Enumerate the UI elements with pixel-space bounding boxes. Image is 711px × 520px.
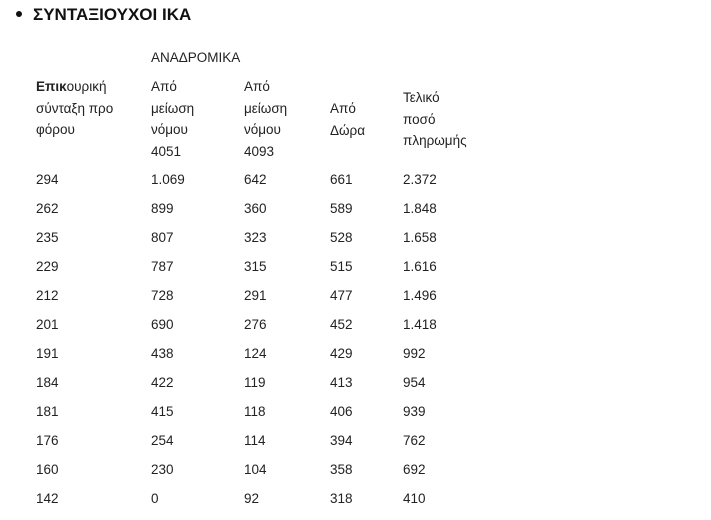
table-row: 212 728 291 477 1.496 [0, 288, 711, 317]
table-cell: 787 [151, 259, 174, 274]
header-line: Δώρα [330, 122, 366, 138]
table-cell: 1.658 [403, 230, 437, 245]
table-row: 176 254 114 394 762 [0, 433, 711, 462]
table-cell: 124 [244, 346, 267, 361]
table-cell: 1.418 [403, 317, 437, 332]
table-cell: 160 [36, 462, 59, 477]
table-cell: 406 [330, 404, 353, 419]
table-cell: 235 [36, 230, 59, 245]
table-cell: 1.496 [403, 288, 437, 303]
table-cell: 807 [151, 230, 174, 245]
header-bold-part: Επικ [36, 79, 67, 94]
header-line: νόμου [244, 122, 281, 137]
header-line: Από [244, 79, 270, 94]
column-header-4051: Από μείωση νόμου 4051 [151, 76, 194, 162]
table-cell: 181 [36, 404, 59, 419]
table-cell: 939 [403, 404, 426, 419]
table-cell: 954 [403, 375, 426, 390]
table-row: 181 415 118 406 939 [0, 404, 711, 433]
bullet-icon [16, 10, 22, 17]
table-row: 294 1.069 642 661 2.372 [0, 172, 711, 201]
table-cell: 114 [244, 433, 266, 448]
table-cell: 899 [151, 201, 174, 216]
column-header-dora: Από Δώρα [330, 98, 365, 141]
table-cell: 176 [36, 433, 59, 448]
table-cell: 661 [330, 172, 353, 187]
header-line: Τελικό [403, 90, 440, 105]
table-cell: 360 [244, 201, 267, 216]
table-cell: 410 [403, 491, 426, 506]
table-row: 201 690 276 452 1.418 [0, 317, 711, 346]
table-cell: 0 [151, 491, 159, 506]
header-line: Από [330, 101, 356, 116]
table-cell: 184 [36, 375, 59, 390]
table-cell: 422 [151, 375, 174, 390]
table-cell: 429 [330, 346, 353, 361]
table-cell: 229 [36, 259, 59, 274]
table-cell: 690 [151, 317, 174, 332]
table-cell: 692 [403, 462, 426, 477]
table-cell: 2.372 [403, 172, 437, 187]
table-cell: 118 [244, 404, 266, 419]
column-header-4093: Από μείωση νόμου 4093 [244, 76, 287, 162]
table-cell: 318 [330, 491, 353, 506]
table-cell: 642 [244, 172, 267, 187]
table-cell: 452 [330, 317, 353, 332]
table-cell: 515 [330, 259, 353, 274]
table-cell: 358 [330, 462, 353, 477]
header-line: 4051 [151, 143, 182, 159]
header-line: φόρου [36, 122, 75, 137]
table-cell: 142 [36, 491, 59, 506]
section-title-text: ΣΥΝΤΑΞΙΟΥΧΟΙ ΙΚΑ [33, 5, 192, 24]
table-cell: 254 [151, 433, 174, 448]
table-cell: 276 [244, 317, 267, 332]
table-cell: 728 [151, 288, 174, 303]
column-header-teliko: Τελικό ποσό πληρωμής [403, 87, 467, 152]
table-cell: 262 [36, 201, 59, 216]
header-line: νόμου [151, 122, 188, 137]
header-line: πληρωμής [403, 133, 467, 148]
header-line: ουρική [66, 79, 107, 94]
header-line: σύνταξη προ [36, 100, 114, 116]
column-header-epikouriki: Επικουρική σύνταξη προ φόρου [36, 76, 113, 141]
table-row: 184 422 119 413 954 [0, 375, 711, 404]
table-cell: 323 [244, 230, 267, 245]
table-row: 142 0 92 318 410 [0, 491, 711, 520]
table-cell: 294 [36, 172, 59, 187]
table-row: 262 899 360 589 1.848 [0, 201, 711, 230]
table-cell: 1.616 [403, 259, 437, 274]
header-line: μείωση [151, 100, 195, 116]
table-cell: 315 [244, 259, 267, 274]
section-title: ΣΥΝΤΑΞΙΟΥΧΟΙ ΙΚΑ [16, 5, 191, 25]
table-cell: 528 [330, 230, 353, 245]
table-cell: 119 [244, 375, 266, 390]
header-line: Από [151, 79, 177, 94]
table-cell: 201 [36, 317, 59, 332]
group-header-anadromika: ΑΝΑΔΡΟΜΙΚΑ [151, 50, 241, 65]
table-cell: 992 [403, 346, 426, 361]
table-cell: 230 [151, 462, 174, 477]
table-cell: 191 [36, 346, 59, 361]
table-cell: 291 [244, 288, 267, 303]
table-cell: 415 [151, 404, 174, 419]
header-line: μείωση [244, 100, 288, 116]
table-cell: 438 [151, 346, 174, 361]
header-line: 4093 [244, 143, 275, 159]
table-row: 191 438 124 429 992 [0, 346, 711, 375]
table-cell: 762 [403, 433, 426, 448]
table-row: 160 230 104 358 692 [0, 462, 711, 491]
table-cell: 1.069 [151, 172, 185, 187]
table-cell: 212 [36, 288, 59, 303]
header-line: ποσό [403, 111, 436, 127]
table-cell: 477 [330, 288, 353, 303]
table-row: 235 807 323 528 1.658 [0, 230, 711, 259]
table-cell: 92 [244, 491, 260, 506]
table-cell: 394 [330, 433, 353, 448]
table-cell: 413 [330, 375, 353, 390]
table-cell: 589 [330, 201, 353, 216]
table-row: 229 787 315 515 1.616 [0, 259, 711, 288]
table-cell: 104 [244, 462, 267, 477]
table-cell: 1.848 [403, 201, 437, 216]
